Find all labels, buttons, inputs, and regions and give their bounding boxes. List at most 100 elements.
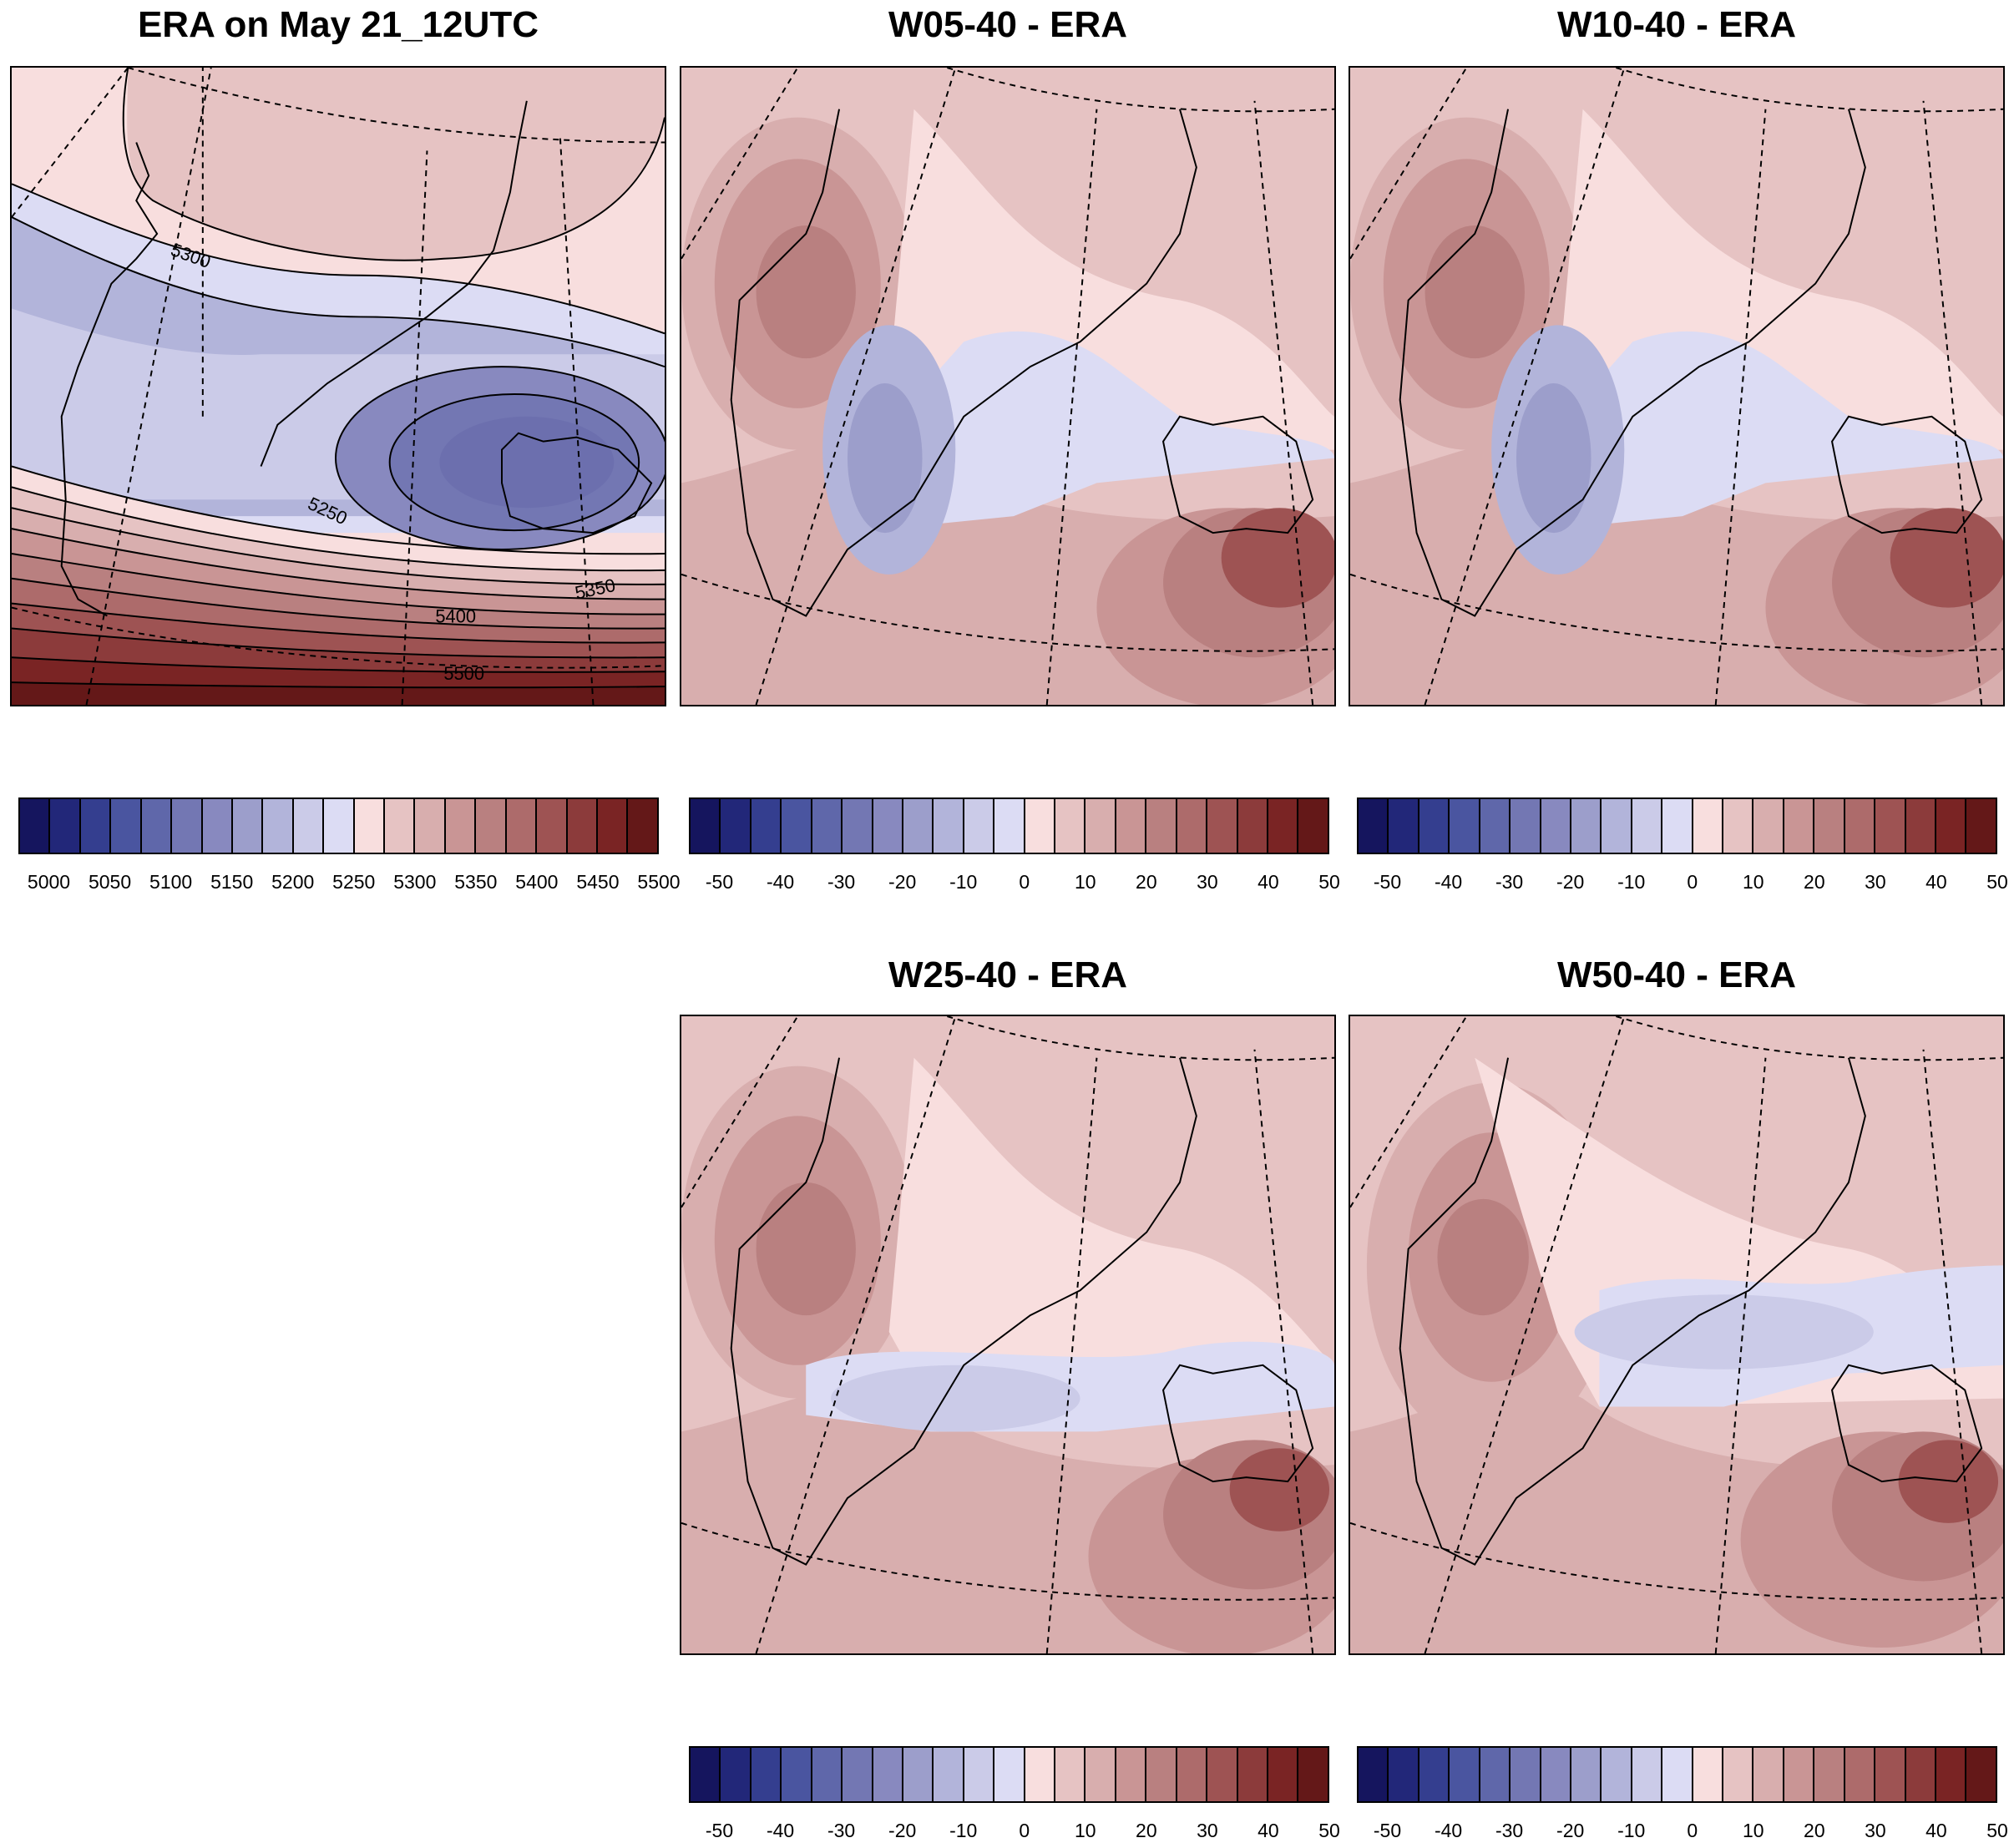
colorbar-swatch <box>1055 1748 1086 1801</box>
colorbar-swatch <box>1632 1748 1663 1801</box>
colorbar-tick-label: -30 <box>827 1820 856 1841</box>
colorbar-tick-label: 5300 <box>393 871 437 893</box>
colorbar-tick-label: 40 <box>1257 1820 1279 1841</box>
colorbar-swatch <box>1662 799 1693 853</box>
colorbar-swatch <box>354 799 386 853</box>
colorbar-tick-label: 30 <box>1197 1820 1218 1841</box>
colorbar-tick-label: 10 <box>1743 871 1764 893</box>
colorbar-tick-label: 0 <box>1687 1820 1698 1841</box>
colorbar-w05 <box>689 797 1329 854</box>
colorbar-tick-label: 5400 <box>515 871 559 893</box>
colorbar-swatch <box>1936 1748 1967 1801</box>
colorbar-swatch <box>1753 1748 1784 1801</box>
colorbar-tick-label: 5050 <box>88 871 132 893</box>
colorbar-swatch <box>1177 1748 1208 1801</box>
colorbar-swatch <box>1116 799 1147 853</box>
colorbar-swatch <box>232 799 264 853</box>
colorbar-swatch <box>691 799 721 853</box>
colorbar-swatch <box>1541 1748 1571 1801</box>
colorbar-swatch <box>324 799 355 853</box>
colorbar-swatch <box>1389 799 1419 853</box>
colorbar-tick-label: -50 <box>705 871 734 893</box>
map-w25 <box>680 1015 1336 1655</box>
colorbar-swatch <box>1450 1748 1480 1801</box>
colorbar-swatch <box>1905 1748 1937 1801</box>
colorbar-swatch <box>1966 1748 1996 1801</box>
colorbar-tick-label: -50 <box>1373 1820 1402 1841</box>
colorbar-tick-label: -20 <box>888 1820 917 1841</box>
colorbar-tick-label: -40 <box>766 1820 795 1841</box>
colorbar-tick-label: 5350 <box>454 871 498 893</box>
colorbar-tick-label: -40 <box>1434 1820 1463 1841</box>
colorbar-tick-label: 50 <box>1318 871 1340 893</box>
colorbar-swatch <box>1298 1748 1328 1801</box>
colorbar-swatch <box>1085 799 1116 853</box>
colorbar-swatch <box>1237 1748 1269 1801</box>
colorbar-swatch <box>1844 799 1876 853</box>
colorbar-swatch <box>1207 1748 1238 1801</box>
colorbar-tick-label: 40 <box>1257 871 1279 893</box>
colorbar-swatch <box>1510 1748 1541 1801</box>
colorbar-swatch <box>80 799 112 853</box>
colorbar-swatch <box>903 799 934 853</box>
colorbar-tick-label: 0 <box>1019 1820 1030 1841</box>
colorbar-swatch <box>1480 799 1511 853</box>
colorbar-swatch <box>141 799 173 853</box>
panel-title-w05: W05-40 - ERA <box>888 4 1128 45</box>
colorbar-tick-label: 5150 <box>210 871 254 893</box>
colorbar-tick-label: -50 <box>705 1820 734 1841</box>
colorbar-swatch <box>1268 799 1299 853</box>
colorbar-tick-label: 5100 <box>149 871 193 893</box>
colorbar-swatch <box>1359 799 1389 853</box>
colorbar-swatch <box>934 1748 964 1801</box>
colorbar-swatch <box>994 799 1025 853</box>
colorbar-tick-label: 10 <box>1075 1820 1096 1841</box>
colorbar-swatch <box>721 1748 751 1801</box>
colorbar-swatch <box>964 1748 995 1801</box>
colorbar-w10-ticks: -50 -40 -30 -20 -10 0 10 20 30 40 50 <box>1357 871 2008 899</box>
colorbar-swatch <box>843 799 873 853</box>
colorbar-tick-label: 50 <box>1986 871 2008 893</box>
colorbar-swatch <box>1602 799 1632 853</box>
colorbar-swatch <box>1419 1748 1450 1801</box>
colorbar-tick-label: -30 <box>1495 1820 1524 1841</box>
colorbar-swatch <box>843 1748 873 1801</box>
colorbar-swatch <box>1146 799 1177 853</box>
colorbar-tick-label: -50 <box>1373 871 1402 893</box>
colorbar-swatch <box>1025 1748 1056 1801</box>
contour-label-5500: 5500 <box>443 663 484 684</box>
colorbar-swatch <box>476 799 507 853</box>
colorbar-swatch <box>598 799 629 853</box>
colorbar-swatch <box>1389 1748 1419 1801</box>
colorbar-tick-label: 30 <box>1197 871 1218 893</box>
colorbar-swatch <box>751 799 782 853</box>
colorbar-swatch <box>1632 799 1663 853</box>
colorbar-swatch <box>873 799 903 853</box>
colorbar-swatch <box>1359 1748 1389 1801</box>
colorbar-swatch <box>1875 1748 1906 1801</box>
map-era: 5300 5250 5350 5400 5500 <box>10 66 666 706</box>
colorbar-swatch <box>50 799 81 853</box>
colorbar-tick-label: -40 <box>766 871 795 893</box>
colorbar-swatch <box>172 799 203 853</box>
colorbar-swatch <box>1662 1748 1693 1801</box>
colorbar-swatch <box>1419 799 1450 853</box>
colorbar-swatch <box>1844 1748 1876 1801</box>
colorbar-tick-label: 0 <box>1687 871 1698 893</box>
colorbar-swatch <box>628 799 657 853</box>
colorbar-swatch <box>1571 1748 1602 1801</box>
colorbar-swatch <box>1055 799 1086 853</box>
colorbar-absolute <box>18 797 659 854</box>
colorbar-w50-ticks: -50 -40 -30 -20 -10 0 10 20 30 40 50 <box>1357 1820 2008 1848</box>
contour-label-5400: 5400 <box>435 606 476 627</box>
colorbar-tick-label: -40 <box>1434 871 1463 893</box>
colorbar-w10 <box>1357 797 1997 854</box>
colorbar-swatch <box>1085 1748 1116 1801</box>
colorbar-tick-label: 20 <box>1804 1820 1825 1841</box>
colorbar-swatch <box>1298 799 1328 853</box>
colorbar-swatch <box>537 799 568 853</box>
colorbar-swatch <box>994 1748 1025 1801</box>
colorbar-swatch <box>293 799 325 853</box>
colorbar-swatch <box>873 1748 903 1801</box>
colorbar-tick-label: -30 <box>1495 871 1524 893</box>
